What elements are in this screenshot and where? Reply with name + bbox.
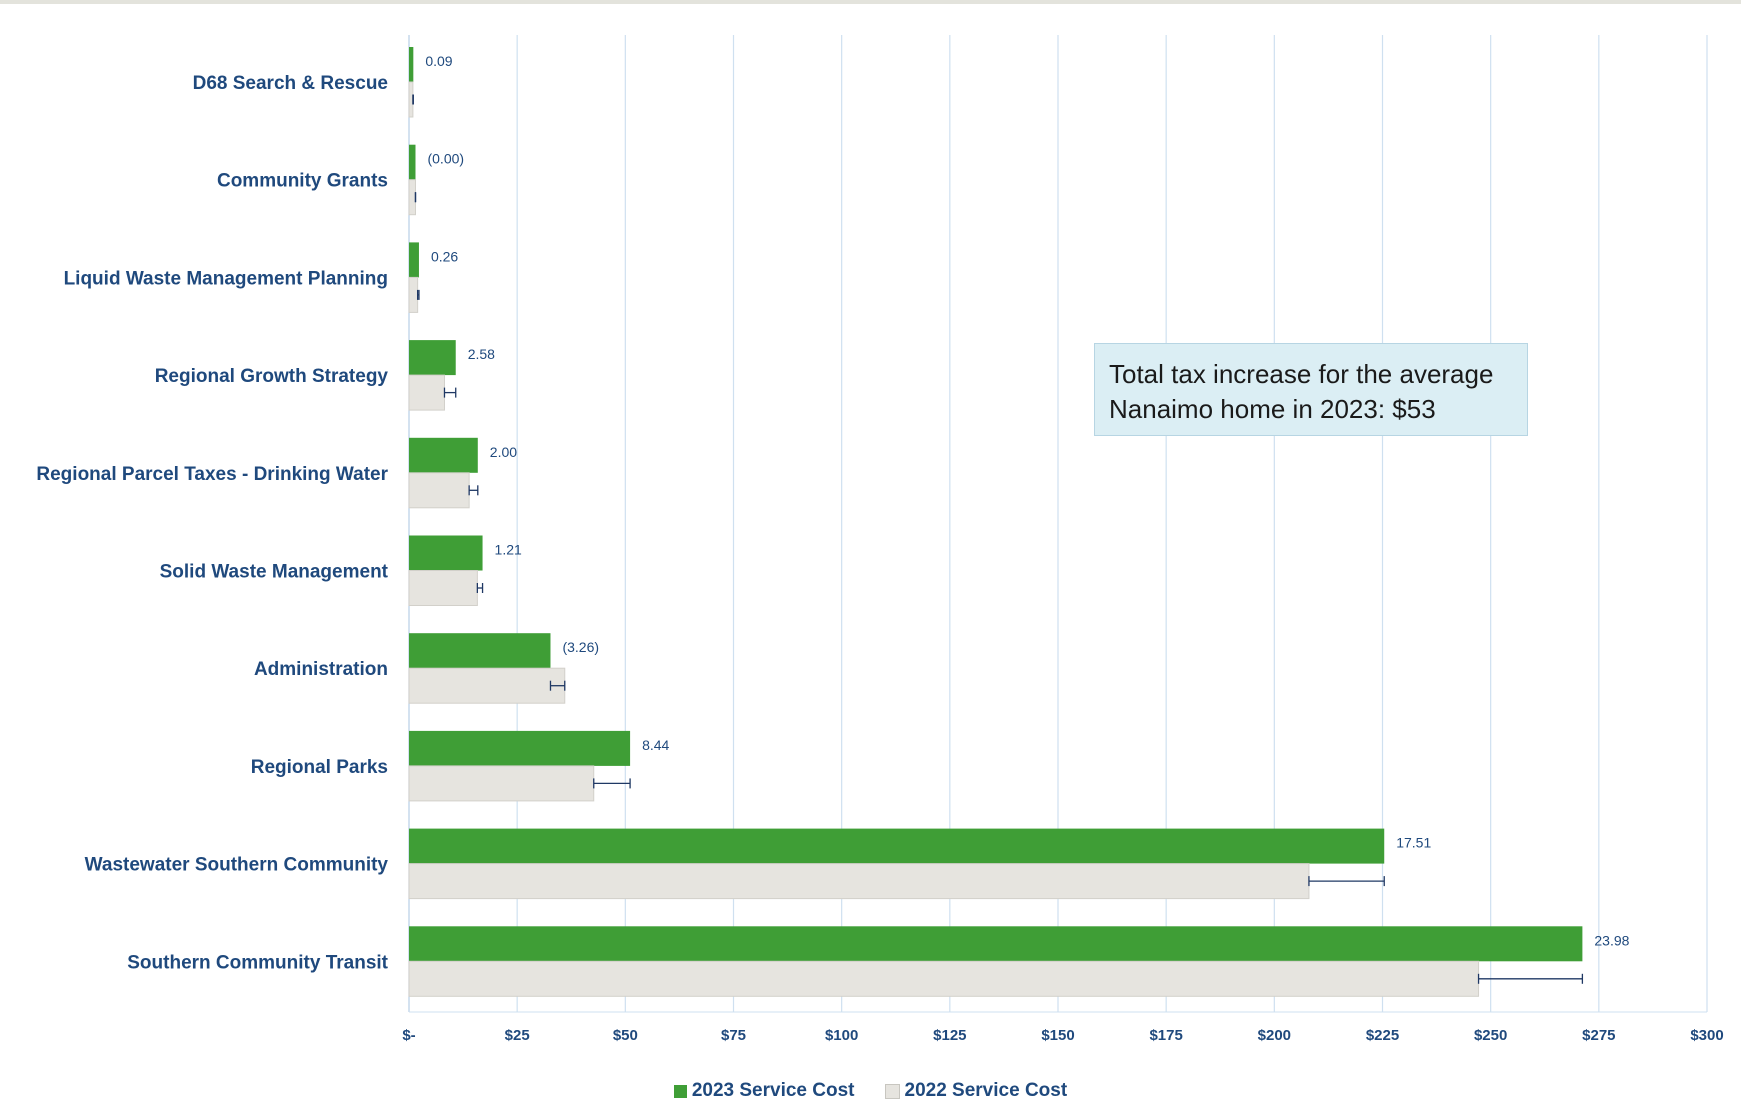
bar-2023-wastewater-southern-community [409, 828, 1385, 864]
category-label-d68-search-rescue: D68 Search & Rescue [193, 73, 388, 94]
x-tick-label-25: $25 [505, 1027, 530, 1044]
bar-2022-regional-parks [408, 765, 595, 802]
x-tick-label-175: $175 [1149, 1027, 1182, 1044]
x-tick-label-50: $50 [613, 1027, 638, 1044]
x-tick-label-275: $275 [1582, 1027, 1615, 1044]
data-label-solid-waste-management: 1.21 [495, 542, 522, 558]
bar-2023-southern-community-transit [409, 926, 1583, 962]
callout-line-1: Total tax increase for the average [1109, 359, 1494, 389]
data-label-administration: (3.26) [562, 639, 599, 655]
bar-2022-solid-waste-management [408, 570, 478, 606]
data-label-regional-parcel-taxes-drinking-water: 2.00 [490, 444, 517, 460]
bar-2023-liquid-waste-management-planning [409, 242, 419, 278]
data-label-regional-parks: 8.44 [642, 737, 669, 753]
bar-2022-administration [408, 667, 566, 704]
legend-item-2023: 2023 Service Cost [673, 1080, 855, 1102]
data-label-regional-growth-strategy: 2.58 [468, 346, 495, 362]
data-label-liquid-waste-management-planning: 0.26 [431, 248, 458, 264]
data-label-southern-community-transit: 23.98 [1594, 932, 1629, 948]
bar-2022-liquid-waste-management-planning [408, 276, 419, 313]
legend-label-2022: 2022 Service Cost [904, 1080, 1068, 1101]
legend-swatch-2022 [884, 1083, 900, 1099]
data-label-wastewater-southern-community: 17.51 [1396, 835, 1431, 851]
bar-2022-southern-community-transit [408, 960, 1480, 997]
data-label-community-grants: (0.00) [427, 151, 464, 167]
x-tick-label-300: $300 [1690, 1027, 1723, 1044]
x-tick-label-0: $- [402, 1027, 415, 1044]
category-label-solid-waste-management: Solid Waste Management [160, 562, 389, 583]
x-tick-label-250: $250 [1474, 1027, 1507, 1044]
bar-2022-regional-parcel-taxes-drinking-water [408, 472, 470, 509]
legend-label-2023: 2023 Service Cost [691, 1080, 855, 1101]
category-label-administration: Administration [254, 659, 388, 680]
bar-2023-regional-parks [409, 730, 631, 766]
category-label-wastewater-southern-community: Wastewater Southern Community [85, 855, 389, 876]
bar-2023-administration [409, 633, 551, 669]
category-label-regional-parks: Regional Parks [251, 757, 388, 778]
bar-2023-community-grants [409, 144, 416, 180]
category-label-liquid-waste-management-planning: Liquid Waste Management Planning [64, 268, 388, 289]
bar-2023-regional-growth-strategy [409, 340, 456, 376]
bar-2023-regional-parcel-taxes-drinking-water [409, 437, 478, 473]
category-label-regional-parcel-taxes-drinking-water: Regional Parcel Taxes - Drinking Water [36, 464, 388, 485]
category-label-regional-growth-strategy: Regional Growth Strategy [155, 366, 389, 387]
tax-increase-callout: Total tax increase for the average Nanai… [1094, 343, 1528, 436]
chart-legend: 2023 Service Cost 2022 Service Cost [0, 1080, 1741, 1102]
x-tick-label-225: $225 [1366, 1027, 1399, 1044]
bar-2022-community-grants [408, 179, 416, 216]
bar-2022-wastewater-southern-community [408, 863, 1310, 900]
bar-2023-d68-search-rescue [409, 47, 414, 82]
bar-2023-solid-waste-management [409, 535, 483, 571]
x-tick-label-125: $125 [933, 1027, 966, 1044]
callout-line-2: Nanaimo home in 2023: $53 [1109, 394, 1436, 424]
bar-2022-regional-growth-strategy [408, 374, 445, 411]
legend-item-2022: 2022 Service Cost [884, 1080, 1068, 1102]
x-tick-label-100: $100 [825, 1027, 858, 1044]
x-tick-label-200: $200 [1258, 1027, 1291, 1044]
category-label-southern-community-transit: Southern Community Transit [127, 952, 388, 973]
category-label-community-grants: Community Grants [217, 171, 388, 192]
x-tick-label-75: $75 [721, 1027, 746, 1044]
x-tick-label-150: $150 [1041, 1027, 1074, 1044]
legend-swatch-2023 [673, 1084, 687, 1098]
data-label-d68-search-rescue: 0.09 [425, 53, 452, 69]
top-border [0, 0, 1741, 4]
